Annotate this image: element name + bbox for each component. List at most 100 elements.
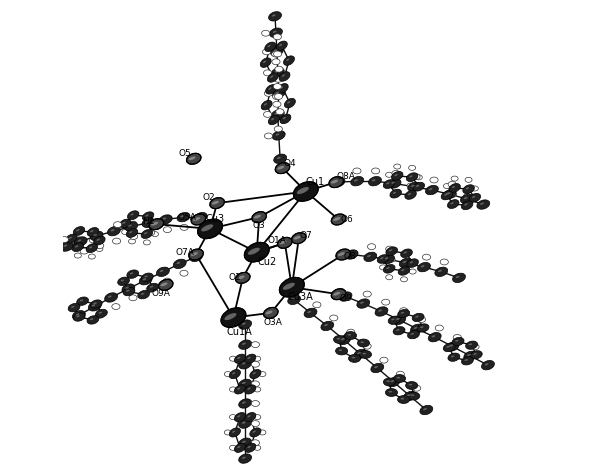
Ellipse shape [276,41,287,50]
Ellipse shape [354,349,367,359]
Ellipse shape [304,308,317,318]
Ellipse shape [238,379,251,389]
Ellipse shape [66,234,77,243]
Ellipse shape [126,290,129,292]
Ellipse shape [276,92,279,93]
Ellipse shape [420,326,423,328]
Ellipse shape [130,221,137,226]
Ellipse shape [414,327,417,329]
Ellipse shape [245,354,256,363]
Ellipse shape [269,12,282,21]
Ellipse shape [368,177,381,186]
Ellipse shape [72,311,85,320]
Ellipse shape [252,212,266,223]
Ellipse shape [484,363,489,365]
Ellipse shape [274,154,286,163]
Ellipse shape [332,177,345,187]
Ellipse shape [440,259,448,265]
Ellipse shape [329,177,343,188]
Ellipse shape [157,267,170,276]
Ellipse shape [278,84,288,93]
Text: O6: O6 [340,215,353,224]
Ellipse shape [142,212,154,221]
Ellipse shape [180,215,184,217]
Ellipse shape [423,408,427,410]
Ellipse shape [466,187,469,190]
Ellipse shape [393,315,406,325]
Ellipse shape [394,174,398,176]
Ellipse shape [142,218,155,227]
Ellipse shape [251,342,260,347]
Ellipse shape [94,236,105,245]
Ellipse shape [149,221,161,230]
Text: Cu3: Cu3 [205,213,224,224]
Text: O7: O7 [300,231,313,241]
Ellipse shape [88,302,101,311]
Ellipse shape [416,185,419,187]
Ellipse shape [238,438,251,447]
Ellipse shape [273,51,282,57]
Ellipse shape [95,309,107,318]
Ellipse shape [248,248,260,255]
Ellipse shape [390,189,401,198]
Ellipse shape [120,280,124,282]
Ellipse shape [119,219,131,228]
Ellipse shape [443,190,456,199]
Ellipse shape [280,114,291,124]
Ellipse shape [264,42,276,52]
Text: O8A: O8A [336,172,355,181]
Ellipse shape [363,291,371,297]
Ellipse shape [276,134,279,135]
Ellipse shape [337,338,340,340]
Ellipse shape [352,357,355,359]
Ellipse shape [447,192,450,194]
Ellipse shape [146,286,154,292]
Ellipse shape [270,47,283,56]
Ellipse shape [386,247,397,255]
Ellipse shape [288,295,301,304]
Ellipse shape [353,168,361,174]
Text: O9: O9 [340,294,352,304]
Ellipse shape [263,61,266,63]
Ellipse shape [380,257,384,259]
Ellipse shape [97,239,100,241]
Ellipse shape [234,354,246,363]
Ellipse shape [129,295,137,301]
Ellipse shape [122,229,129,234]
Ellipse shape [270,76,273,78]
Text: Cu2: Cu2 [257,256,277,267]
Ellipse shape [125,222,138,231]
Ellipse shape [287,101,290,104]
Ellipse shape [464,193,471,198]
Ellipse shape [393,326,405,335]
Ellipse shape [282,74,285,77]
Ellipse shape [446,342,459,351]
Ellipse shape [191,252,198,256]
Ellipse shape [347,329,355,335]
Ellipse shape [269,28,282,37]
Ellipse shape [465,177,472,182]
Ellipse shape [237,446,240,448]
Ellipse shape [229,369,241,379]
Ellipse shape [357,352,361,354]
Ellipse shape [79,299,83,301]
Ellipse shape [396,318,400,320]
Ellipse shape [378,310,382,311]
Ellipse shape [430,177,438,183]
Ellipse shape [435,325,444,331]
Ellipse shape [80,248,88,254]
Ellipse shape [380,357,388,363]
Ellipse shape [359,350,372,359]
Text: O4: O4 [283,159,296,168]
Ellipse shape [361,341,364,343]
Ellipse shape [272,68,284,77]
Ellipse shape [307,311,311,313]
Ellipse shape [272,59,280,65]
Ellipse shape [125,287,129,289]
Ellipse shape [336,347,347,355]
Ellipse shape [374,366,378,368]
Ellipse shape [161,283,168,286]
Ellipse shape [262,30,270,36]
Ellipse shape [275,113,278,114]
Ellipse shape [90,230,94,232]
